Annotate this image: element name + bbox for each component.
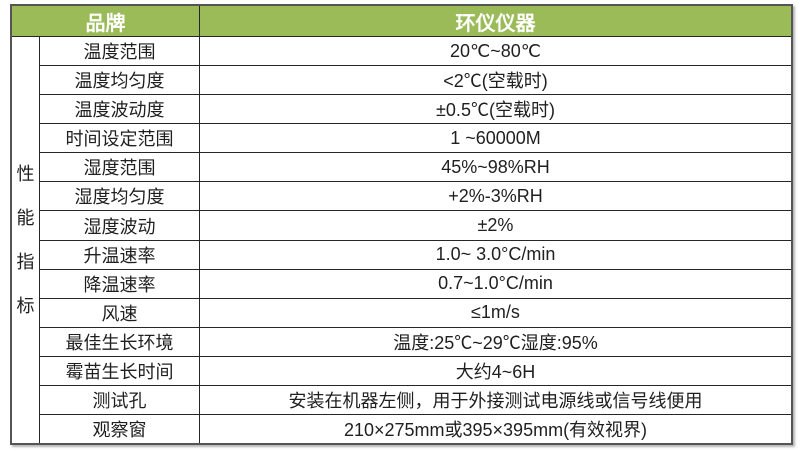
table-row: 测试孔 安装在机器左侧，用于外接测试电源线或信号线便用 — [40, 384, 791, 415]
table-header-row: 品牌 环仪仪器 — [12, 6, 791, 36]
table-row: 霉苗生长时间 大约4~6H — [40, 355, 791, 385]
table-row: 升温速率 1.0~ 3.0°C/min — [40, 239, 791, 269]
row-value: ≤1m/s — [471, 302, 520, 323]
row-label: 湿度均匀度 — [40, 182, 200, 211]
table-row: 温度均匀度 <2℃(空载时) — [40, 65, 791, 95]
row-label: 湿度范围 — [40, 153, 200, 182]
table-body: 性能指标 温度范围 20℃~80℃ 温度均匀度 <2℃(空载时) 温度波动度 ±… — [12, 36, 791, 444]
row-value: 0.7~1.0°C/min — [438, 273, 553, 294]
table-row: 观察窗 210×275mm或395×395mm(有效视界) — [40, 414, 791, 444]
side-category-cell: 性能指标 — [12, 37, 40, 443]
row-label: 温度波动度 — [40, 95, 200, 124]
table-row: 降温速率 0.7~1.0°C/min — [40, 268, 791, 298]
row-value: 20℃~80℃ — [450, 40, 541, 61]
table-row: 时间设定范围 1 ~60000M — [40, 123, 791, 153]
side-category-label: 性能指标 — [16, 164, 35, 316]
table-row: 湿度均匀度 +2%-3%RH — [40, 181, 791, 211]
header-brand-value: 环仪仪器 — [455, 12, 536, 35]
row-label: 测试孔 — [40, 385, 200, 415]
row-label: 升温速率 — [40, 240, 200, 269]
table-row: 温度范围 20℃~80℃ — [40, 37, 791, 66]
row-value: 1.0~ 3.0°C/min — [435, 244, 556, 265]
row-value: 45%~98%RH — [441, 156, 550, 177]
row-value: ±2% — [477, 215, 514, 235]
table-row: 湿度波动 ±2% — [40, 210, 791, 240]
row-value: +2%-3%RH — [448, 185, 543, 206]
row-label: 风速 — [40, 298, 200, 327]
row-label: 湿度波动 — [40, 211, 200, 240]
spec-rows: 温度范围 20℃~80℃ 温度均匀度 <2℃(空载时) 温度波动度 ±0.5℃(… — [40, 37, 791, 444]
row-label: 观察窗 — [40, 415, 200, 444]
row-label: 时间设定范围 — [40, 124, 200, 153]
performance-spec-table: 品牌 环仪仪器 性能指标 温度范围 20℃~80℃ 温度均匀度 <2℃(空载时)… — [10, 4, 793, 445]
row-value: ±0.5℃(空载时) — [436, 100, 555, 121]
row-value: 大约4~6H — [455, 361, 536, 382]
row-label: 最佳生长环境 — [40, 327, 200, 356]
row-label: 温度范围 — [40, 37, 200, 66]
row-value: 安装在机器左侧，用于外接测试电源线或信号线便用 — [288, 390, 703, 411]
table-row: 最佳生长环境 温度:25℃~29℃湿度:95% — [40, 326, 791, 356]
row-value: <2℃(空载时) — [443, 71, 548, 92]
row-value: 温度:25℃~29℃湿度:95% — [393, 332, 598, 353]
table-row: 湿度范围 45%~98%RH — [40, 152, 791, 182]
table-row: 温度波动度 ±0.5℃(空载时) — [40, 94, 791, 124]
row-label: 霉苗生长时间 — [40, 356, 200, 385]
row-label: 温度均匀度 — [40, 66, 200, 95]
header-brand-label: 品牌 — [12, 6, 200, 36]
row-value: 1 ~60000M — [450, 127, 541, 148]
table-row: 风速 ≤1m/s — [40, 297, 791, 327]
row-label: 降温速率 — [40, 269, 200, 298]
row-value: 210×275mm或395×395mm(有效视界) — [343, 420, 648, 441]
